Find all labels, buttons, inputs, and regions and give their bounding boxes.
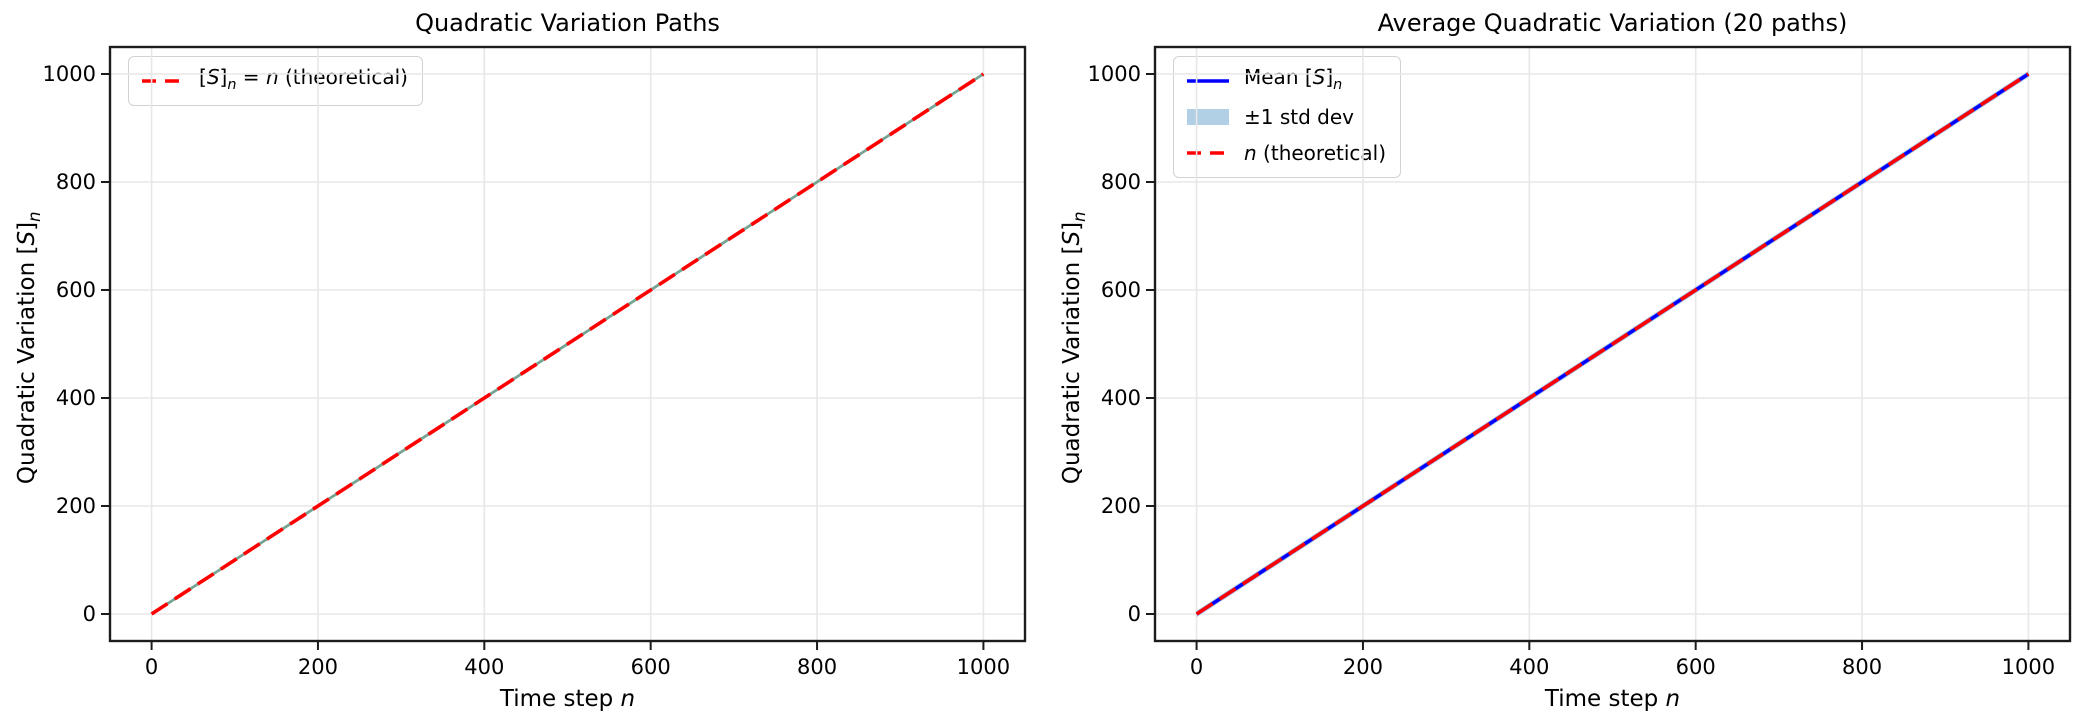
chart-title: Average Quadratic Variation (20 paths) [1377,9,1848,37]
legend: Mean [S]n ±1 std dev n (theoretical) [1173,56,1402,178]
legend-swatch [1187,109,1229,125]
legend-entry-theoretical: [S]n = n (theoretical) [140,64,408,98]
y-tick-label: 600 [1100,278,1141,302]
x-axis-label: Time step n [1544,686,1681,712]
x-tick-label: 600 [1675,655,1716,679]
x-tick-label: 400 [1509,655,1550,679]
y-tick-label: 1000 [42,62,96,86]
y-tick-label: 0 [1127,602,1141,626]
x-tick-label: 1000 [2001,655,2056,679]
series-sample-paths-line [150,72,985,616]
x-tick-label: 800 [796,655,838,679]
legend-entry-theoretical: n (theoretical) [1185,136,1386,170]
y-tick-label: 400 [55,386,96,410]
legend-label: Mean [S]n [1244,65,1343,93]
x-tick-label: 0 [144,655,159,679]
x-tick-label: 200 [297,655,338,679]
x-tick-label: 200 [1342,655,1383,679]
legend-swatch [142,79,184,83]
legend-band-patch [1187,109,1229,125]
x-tick-label: 1000 [956,655,1011,679]
plot-area [101,45,1027,650]
y-tick-label: 1000 [1087,62,1141,86]
legend-label: [S]n = n (theoretical) [199,65,408,93]
legend-swatch [1187,79,1229,83]
axes-spines [108,45,1027,643]
legend-label: n (theoretical) [1244,141,1387,165]
plot-area [1146,45,2072,650]
x-tick-label: 0 [1189,655,1204,679]
y-tick-label: 200 [55,494,96,518]
axes-spines [1153,45,2072,643]
y-tick-label: 800 [55,170,96,194]
y-axis-label: Quadratic Variation [S]n [1059,211,1089,485]
legend-entry-mean: Mean [S]n [1185,64,1386,98]
series-mean-line [1195,72,2030,616]
x-tick-label: 800 [1841,655,1883,679]
series-theoretical-line [1195,72,2030,616]
x-axis-label: Time step n [499,686,636,712]
series-std-band [1196,70,2029,618]
series-theoretical-line [150,72,985,616]
y-tick-label: 0 [82,602,96,626]
x-tick-label: 400 [464,655,505,679]
chart-title: Quadratic Variation Paths [415,9,720,37]
y-tick-label: 200 [1100,494,1141,518]
legend-swatch [1187,151,1229,155]
y-axis-label: Quadratic Variation [S]n [14,211,44,485]
legend-label: ±1 std dev [1244,105,1354,129]
y-tick-label: 600 [55,278,96,302]
x-tick-label: 600 [630,655,671,679]
legend: [S]n = n (theoretical) [128,56,423,106]
y-tick-label: 400 [1100,386,1141,410]
y-tick-label: 800 [1100,170,1141,194]
legend-entry-std-band: ±1 std dev [1185,100,1386,134]
